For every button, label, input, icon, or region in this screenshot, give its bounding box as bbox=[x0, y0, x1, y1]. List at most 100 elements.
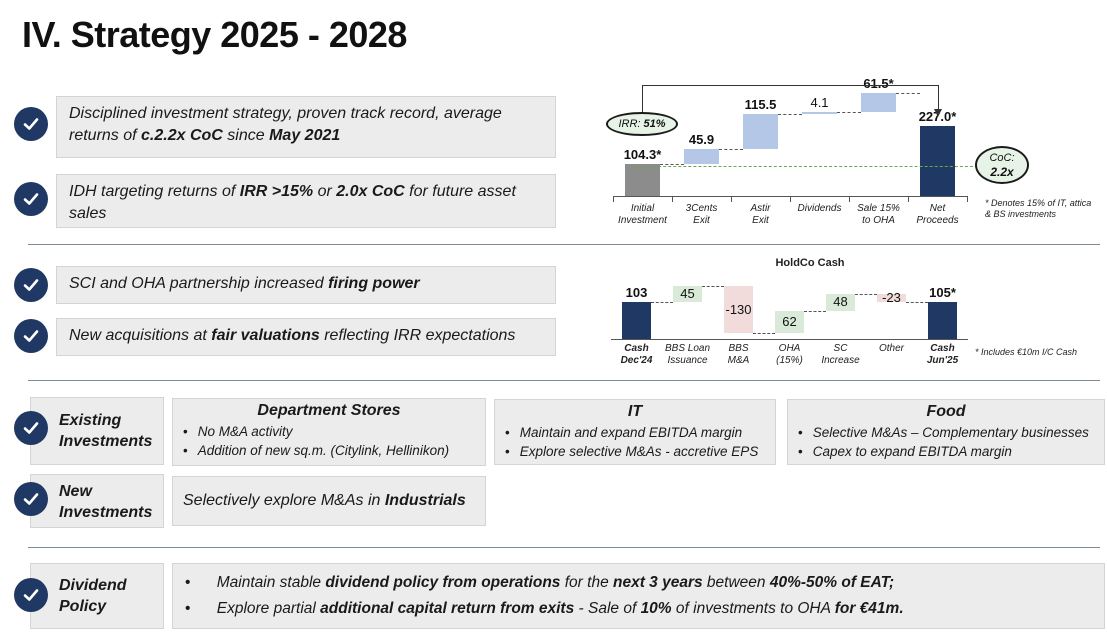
chart2-x-label: Dec'24 bbox=[620, 355, 653, 366]
chart1-tick bbox=[790, 196, 791, 202]
chart1-x-label: to OHA bbox=[862, 215, 895, 226]
chart2-title: HoldCo Cash bbox=[775, 257, 845, 269]
chart1-value-label: 104.3* bbox=[623, 146, 662, 162]
chart1-tick bbox=[849, 196, 850, 202]
chart2-x-label: Cash bbox=[624, 343, 649, 354]
chart2-x-label: Cash bbox=[930, 343, 955, 354]
chart1-value-label: 115.5 bbox=[744, 96, 777, 112]
chart2-x-label: BBS bbox=[728, 343, 749, 354]
holdco-cash-chart: HoldCo Cash 103 Cash Dec'24 45 BBS Loan Issua… bbox=[611, 257, 1078, 366]
chart2-x-label: OHA bbox=[778, 343, 801, 354]
dividend-policy-label: Dividend Policy bbox=[30, 563, 164, 629]
existing-investments-label: Existing Investments bbox=[30, 397, 164, 465]
chart1-irr-bracket bbox=[642, 85, 938, 86]
divider bbox=[28, 547, 1100, 548]
chart2-connector bbox=[753, 332, 775, 334]
dividend-policy-panel: Maintain stable dividend policy from ope… bbox=[172, 563, 1105, 629]
chart2-value-label: 105* bbox=[929, 284, 956, 300]
chart1-irr-bracket bbox=[937, 85, 939, 109]
chart2-bar-3 bbox=[724, 286, 753, 333]
check-icon bbox=[14, 107, 48, 141]
chart2-connector bbox=[651, 302, 673, 304]
chart2-bar-6 bbox=[877, 293, 906, 302]
new-investments-text: Selectively explore M&As in Industrials bbox=[172, 476, 486, 526]
chart1-footnote: * Denotes 15% of IT, attica & BS investm… bbox=[985, 198, 1092, 219]
chart1-x-label: Exit bbox=[693, 215, 710, 226]
chart2-footnote: * Includes €10m I/C Cash bbox=[975, 347, 1078, 357]
irr-callout: IRR: 51% bbox=[606, 112, 678, 136]
chart1-connector bbox=[778, 113, 802, 115]
chart1-connector bbox=[896, 93, 920, 95]
chart1-tick bbox=[672, 196, 673, 202]
chart1-bar-5 bbox=[861, 93, 896, 113]
chart2-value-label: 45 bbox=[680, 286, 695, 302]
chart2-bar-1 bbox=[622, 302, 651, 339]
bullet-partnership: SCI and OHA partnership increased firing… bbox=[56, 266, 556, 304]
check-icon bbox=[14, 411, 48, 445]
chart2-bar-7 bbox=[928, 301, 957, 339]
chart1-tick bbox=[613, 196, 614, 202]
bullet-track-record: Disciplined investment strategy, proven … bbox=[56, 96, 556, 158]
dividend-line-2: Explore partial additional capital retur… bbox=[185, 596, 1104, 622]
chart2-connector bbox=[855, 293, 877, 295]
divider bbox=[28, 380, 1100, 381]
chart1-bar-6 bbox=[920, 125, 955, 196]
dividend-line-1: Maintain stable dividend policy from ope… bbox=[185, 570, 1104, 596]
chart1-connector bbox=[837, 112, 861, 114]
returns-waterfall-chart: 104.3* Initial Investment 45.9 3Cents Exit 115… bbox=[0, 0, 1107, 240]
chart1-tick bbox=[908, 196, 909, 202]
chart2-connector bbox=[906, 301, 928, 303]
chart1-x-label: Initial bbox=[630, 203, 655, 214]
chart1-coc-line bbox=[633, 165, 983, 167]
chart1-connector bbox=[719, 149, 743, 151]
chart2-x-label: Jun'25 bbox=[926, 355, 959, 366]
bullet-target-returns: IDH targeting returns of IRR >15% or 2.0… bbox=[56, 174, 556, 228]
chart2-x-label: M&A bbox=[727, 355, 750, 366]
chart2-bar-4 bbox=[775, 310, 804, 333]
chart2-bar-2 bbox=[673, 286, 702, 303]
chart1-value-label: 61.5* bbox=[863, 76, 894, 92]
chart2-value-label: 48 bbox=[833, 294, 848, 310]
chart2-x-label: SC bbox=[833, 343, 848, 354]
page-title: IV. Strategy 2025 - 2028 bbox=[22, 14, 407, 55]
chart2-connector bbox=[804, 310, 826, 312]
new-investments-label: New Investments bbox=[30, 474, 164, 528]
chart1-irr-arrow-icon bbox=[933, 109, 942, 117]
chart2-x-label: Other bbox=[878, 343, 905, 354]
chart2-connector bbox=[702, 286, 724, 288]
chart1-x-label: Exit bbox=[752, 215, 769, 226]
chart1-x-label: Dividends bbox=[797, 203, 842, 214]
check-icon bbox=[14, 319, 48, 353]
chart2-value-label: -130 bbox=[725, 301, 752, 317]
check-icon bbox=[14, 482, 48, 516]
chart1-bar-3 bbox=[743, 113, 778, 150]
chart1-irr-bracket bbox=[641, 85, 643, 113]
check-icon bbox=[14, 578, 48, 612]
check-icon bbox=[14, 182, 48, 216]
panel-food: Food Selective M&As – Complementary busi… bbox=[787, 399, 1105, 465]
chart2-x-axis bbox=[611, 339, 968, 340]
chart1-bar-1 bbox=[625, 163, 660, 196]
chart1-x-label: Investment bbox=[618, 215, 667, 226]
chart2-value-label: 62 bbox=[782, 313, 797, 329]
bullet-acquisitions: New acquisitions at fair valuations refl… bbox=[56, 318, 556, 356]
chart1-x-label: Net bbox=[929, 203, 946, 214]
panel-it: IT Maintain and expand EBITDA marginExpl… bbox=[494, 399, 776, 465]
chart2-value-label: -23 bbox=[882, 289, 901, 305]
chart2-x-label: (15%) bbox=[776, 355, 803, 366]
check-icon bbox=[14, 268, 48, 302]
chart1-x-label: Sale 15% bbox=[857, 203, 900, 214]
chart1-tick bbox=[731, 196, 732, 202]
chart1-x-label: 3Cents bbox=[685, 203, 718, 214]
panel-department-stores: Department Stores No M&A activityAdditio… bbox=[172, 398, 486, 466]
chart2-value-label: 103 bbox=[625, 285, 648, 301]
chart1-bar-4 bbox=[802, 112, 837, 115]
chart1-value-label: 45.9 bbox=[688, 132, 715, 148]
chart1-value-label: 4.1 bbox=[810, 95, 829, 111]
chart1-bar-2 bbox=[684, 149, 719, 164]
divider bbox=[28, 244, 1100, 245]
coc-callout: CoC: 2.2x bbox=[975, 146, 1029, 184]
chart2-x-label: Increase bbox=[821, 355, 860, 366]
chart1-x-label: Proceeds bbox=[916, 215, 959, 226]
chart2-bar-5 bbox=[826, 293, 855, 311]
